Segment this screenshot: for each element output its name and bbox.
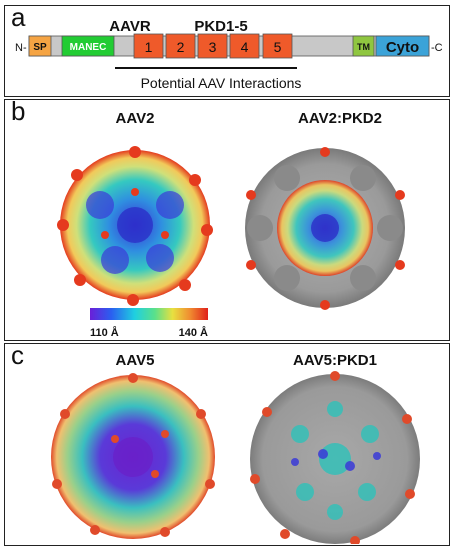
scale-min-label: 110 Å xyxy=(90,326,119,339)
panel-b-structures: 110 Å 140 Å xyxy=(57,146,405,339)
tm-domain xyxy=(352,35,375,57)
panel-b-label: b xyxy=(11,96,26,126)
pkd3-domain xyxy=(197,33,228,59)
tm-label: TM xyxy=(357,42,370,52)
aav2-pkd2-title: AAV2:PKD2 xyxy=(298,110,382,127)
aav5-title: AAV5 xyxy=(115,352,155,369)
pkd4-domain xyxy=(229,33,260,59)
pkd2-label: 2 xyxy=(177,39,185,55)
n-terminus-label: N- xyxy=(15,42,27,54)
sp-domain xyxy=(28,35,52,57)
panel-c: c AAV5 AAV5:PKD1 xyxy=(4,340,450,546)
panel-c-structures xyxy=(51,371,420,544)
aav2-capsid-render xyxy=(57,146,213,306)
manec-domain xyxy=(61,35,115,57)
scale-max-label: 140 Å xyxy=(179,326,208,339)
aav2-title: AAV2 xyxy=(115,110,155,127)
cyto-label: Cyto xyxy=(386,39,419,56)
aav5-pkd1-capsid-render xyxy=(250,371,420,544)
pkd3-label: 3 xyxy=(209,39,217,55)
pkd1-domain xyxy=(133,33,164,59)
panel-a-label: a xyxy=(11,2,26,32)
cyto-domain xyxy=(375,35,430,57)
aavr-label: AAVR xyxy=(109,18,151,35)
c-terminus-label: -C xyxy=(431,42,443,54)
manec-label: MANEC xyxy=(70,42,107,53)
panel-c-label: c xyxy=(11,340,24,370)
distance-colorbar xyxy=(90,308,208,320)
pkd5-label: 5 xyxy=(274,39,282,55)
panel-b: b AAV2 AAV2:PKD2 xyxy=(4,96,450,341)
pkd4-label: 4 xyxy=(241,39,249,55)
aav2-pkd2-capsid-render xyxy=(245,147,405,310)
interaction-label: Potential AAV Interactions xyxy=(141,75,302,91)
pkd-label: PKD1-5 xyxy=(194,18,248,35)
aav5-pkd1-title: AAV5:PKD1 xyxy=(293,352,377,369)
pkd1-label: 1 xyxy=(145,39,153,55)
sp-label: SP xyxy=(33,42,47,53)
pkd5-domain xyxy=(262,33,293,59)
pkd2-domain xyxy=(165,33,196,59)
aav5-capsid-render xyxy=(51,373,215,539)
domain-diagram: N- SP MANEC 1 2 3 4 5 TM Cyto -C Potenti… xyxy=(15,33,443,91)
panel-a: a AAVR PKD1-5 N- SP MANEC 1 2 3 4 5 TM C… xyxy=(4,2,450,97)
